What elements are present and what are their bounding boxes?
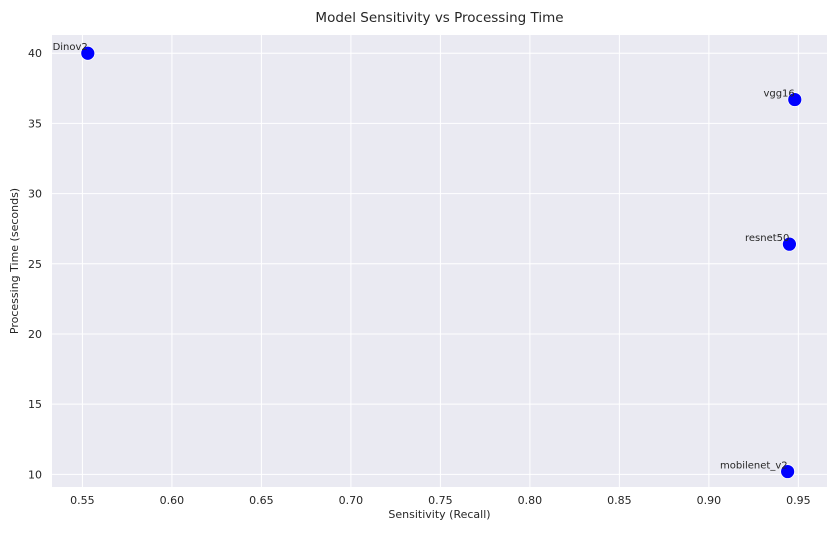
tick-labels: 0.55 0.60 0.65 0.70 0.75 0.80 0.85 0.90 0.95 10 15… — [28, 47, 811, 507]
chart-title: Model Sensitivity vs Processing Time — [315, 10, 563, 26]
point-label: vgg16 — [763, 89, 794, 100]
y-tick-label: 30 — [28, 188, 42, 201]
y-axis-label: Processing Time (seconds) — [8, 188, 21, 334]
grid-lines — [52, 35, 827, 487]
data-point — [787, 92, 803, 107]
x-tick-label: 0.60 — [160, 494, 185, 507]
point-label: mobilenet_v2 — [720, 461, 788, 472]
y-tick-label: 20 — [28, 328, 42, 341]
data-point — [80, 45, 96, 61]
x-tick-label: 0.85 — [607, 494, 632, 507]
data-points — [80, 45, 803, 479]
x-tick-label: 0.80 — [518, 494, 543, 507]
x-tick-label: 0.65 — [249, 494, 274, 507]
y-tick-label: 15 — [28, 398, 42, 411]
x-tick-label: 0.95 — [786, 494, 811, 507]
point-label: resnet50 — [745, 233, 789, 244]
x-tick-label: 0.90 — [697, 494, 722, 507]
point-labels: Dinov2 vgg16 resnet50 mobilenet_v2 — [53, 42, 795, 471]
data-point — [780, 464, 796, 479]
y-tick-label: 35 — [28, 117, 42, 130]
x-tick-label: 0.55 — [70, 494, 95, 507]
x-tick-label: 0.75 — [428, 494, 453, 507]
plot-area — [52, 35, 827, 487]
y-tick-label: 10 — [28, 468, 42, 481]
x-tick-label: 0.70 — [339, 494, 364, 507]
y-tick-label: 25 — [28, 258, 42, 271]
data-point — [782, 236, 797, 252]
x-axis-label: Sensitivity (Recall) — [388, 508, 490, 521]
y-tick-label: 40 — [28, 47, 42, 60]
point-label: Dinov2 — [53, 42, 88, 53]
